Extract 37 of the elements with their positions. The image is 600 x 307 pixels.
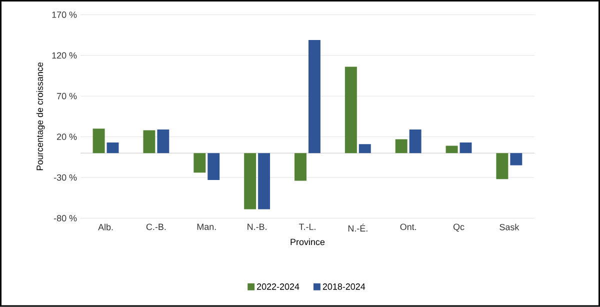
bar — [496, 153, 508, 180]
y-tick-label: 70 % — [57, 93, 77, 100]
y-tick-label: -80 % — [54, 215, 77, 222]
bar — [294, 153, 306, 181]
legend-label: 2022-2024 — [257, 284, 300, 290]
bar — [208, 153, 220, 180]
bar — [194, 153, 206, 173]
bar — [510, 153, 522, 166]
bar — [395, 139, 408, 154]
bar — [157, 130, 170, 154]
bar — [308, 40, 320, 154]
y-tick-label: 120 % — [52, 52, 77, 59]
x-tick-label: Sask — [500, 224, 520, 230]
bar — [446, 146, 458, 154]
bar — [244, 153, 256, 210]
x-axis-title: Province — [290, 238, 325, 246]
y-axis-title: Pourcentage de croissance — [36, 62, 45, 170]
y-tick-label: -30 % — [54, 174, 77, 181]
bar — [409, 130, 422, 154]
x-tick-label: C.-B. — [146, 224, 166, 230]
x-tick-label: Qc — [453, 224, 464, 232]
y-tick-label: 20 % — [57, 134, 77, 140]
bar — [258, 153, 270, 210]
x-tick-label: Alb. — [98, 224, 113, 230]
bar — [460, 142, 472, 154]
bar — [106, 142, 119, 154]
x-tick-label: T.-L. — [298, 224, 316, 230]
legend-label: 2018-2024 — [322, 284, 366, 290]
y-tick-label: 170 % — [52, 12, 77, 18]
bar — [92, 128, 105, 154]
x-tick-label: N.-É. — [348, 224, 368, 232]
bar — [143, 130, 156, 154]
bar — [358, 144, 371, 154]
x-tick-label: Ont. — [400, 224, 416, 230]
x-tick-label: N.-B. — [248, 224, 266, 230]
bar — [344, 66, 357, 154]
x-tick-label: Man. — [197, 224, 216, 230]
